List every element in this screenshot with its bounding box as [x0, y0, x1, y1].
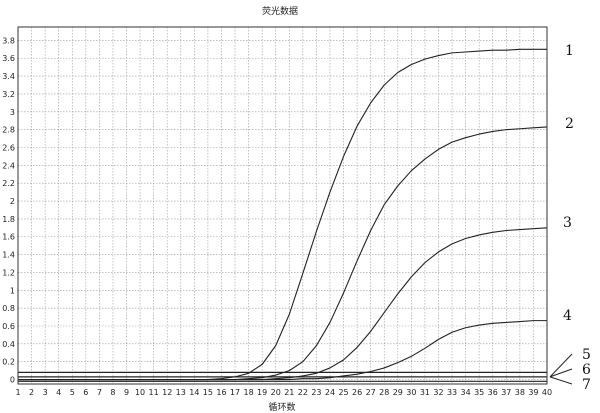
x-tick-label: 36: [488, 388, 498, 397]
y-tick-label: 1.8: [2, 215, 15, 224]
x-tick-label: 26: [352, 388, 362, 397]
curve-label-4: 4: [563, 308, 572, 324]
grid: [18, 27, 547, 384]
x-tick-label: 2: [29, 388, 34, 397]
curve-label-3: 3: [563, 215, 572, 231]
plot-frame: [17, 26, 548, 385]
series-line-4: [18, 320, 547, 381]
y-tick-label: 2.6: [2, 143, 15, 152]
x-tick-label: 8: [110, 388, 115, 397]
x-axis-ticks: 1 2 3 4 5 6 7 8 9 10 11 12 13 14 15 16 17 18 19 20 21 22 23 24 2…: [15, 388, 552, 397]
x-tick-label: 5: [70, 388, 75, 397]
x-tick-label: 24: [325, 388, 335, 397]
x-tick-label: 9: [124, 388, 129, 397]
x-tick-label: 3: [43, 388, 48, 397]
y-tick-label: 0.4: [2, 340, 15, 349]
x-tick-label: 28: [379, 388, 389, 397]
x-tick-label: 32: [433, 388, 443, 397]
series-line-3: [18, 227, 548, 381]
y-tick-label: 0: [10, 376, 15, 385]
x-tick-label: 17: [230, 388, 240, 397]
y-tick-label: 3: [10, 108, 15, 117]
x-tick-label: 25: [338, 388, 348, 397]
curve-label-7: 7: [582, 377, 591, 393]
y-tick-label: 1.6: [2, 233, 15, 242]
x-tick-label: 37: [501, 388, 511, 397]
x-tick-label: 12: [162, 388, 172, 397]
y-tick-label: 1: [10, 286, 15, 295]
series-line-1: [18, 48, 547, 381]
x-tick-label: 10: [135, 388, 145, 397]
x-tick-label: 19: [257, 388, 267, 397]
y-tick-label: 3.8: [2, 36, 15, 45]
y-tick-label: 1.2: [2, 268, 15, 277]
x-tick-label: 20: [271, 388, 281, 397]
chart-title: 荧光数据: [262, 5, 298, 17]
curve-label-1: 1: [565, 43, 574, 59]
x-tick-label: 39: [528, 388, 538, 397]
x-tick-label: 7: [97, 388, 102, 397]
curve-label-5: 5: [582, 347, 591, 363]
x-tick-label: 13: [176, 388, 186, 397]
x-tick-label: 35: [474, 388, 484, 397]
x-tick-label: 11: [149, 388, 159, 397]
y-tick-label: 2: [10, 197, 15, 206]
y-tick-label: 2.2: [2, 179, 15, 188]
x-tick-label: 14: [189, 388, 199, 397]
x-tick-label: 15: [203, 388, 213, 397]
y-tick-label: 2.8: [2, 126, 15, 135]
leader-line-6: [549, 368, 573, 378]
y-tick-label: 1.4: [2, 251, 15, 260]
x-axis-label: 循环数: [268, 401, 295, 413]
x-tick-label: 40: [542, 388, 552, 397]
x-tick-label: 21: [284, 388, 294, 397]
x-tick-label: 31: [420, 388, 430, 397]
y-tick-label: 0.2: [2, 358, 15, 367]
x-tick-label: 30: [406, 388, 416, 397]
curve-labels: 1 2 3 4 567: [549, 43, 591, 393]
x-tick-label: 1: [15, 388, 20, 397]
y-tick-label: 0.6: [2, 322, 15, 331]
curve-label-6: 6: [582, 362, 591, 378]
x-tick-label: 22: [298, 388, 308, 397]
y-axis-ticks: 0 0.2 0.4 0.6 0.8 1 1.2 1.4 1.6 1.8 2 2.2 2.4 2.6 2.8 3…: [2, 36, 15, 384]
x-tick-label: 34: [461, 388, 471, 397]
x-tick-label: 23: [311, 388, 321, 397]
y-tick-label: 0.8: [2, 304, 15, 313]
y-tick-label: 3.6: [2, 54, 15, 63]
series-lines: [18, 48, 548, 382]
x-tick-label: 4: [56, 388, 61, 397]
y-tick-label: 3.4: [2, 72, 15, 81]
y-tick-label: 2.4: [2, 161, 15, 170]
x-tick-label: 29: [393, 388, 403, 397]
x-tick-label: 18: [243, 388, 253, 397]
leader-line-5: [549, 353, 573, 378]
x-tick-label: 38: [515, 388, 525, 397]
x-tick-label: 16: [216, 388, 226, 397]
y-tick-label: 3.2: [2, 90, 15, 99]
x-tick-label: 27: [366, 388, 376, 397]
series-line-2: [18, 126, 548, 381]
leader-line-7: [549, 376, 573, 385]
curve-label-2: 2: [565, 116, 574, 132]
x-tick-label: 33: [447, 388, 457, 397]
x-tick-label: 6: [83, 388, 88, 397]
